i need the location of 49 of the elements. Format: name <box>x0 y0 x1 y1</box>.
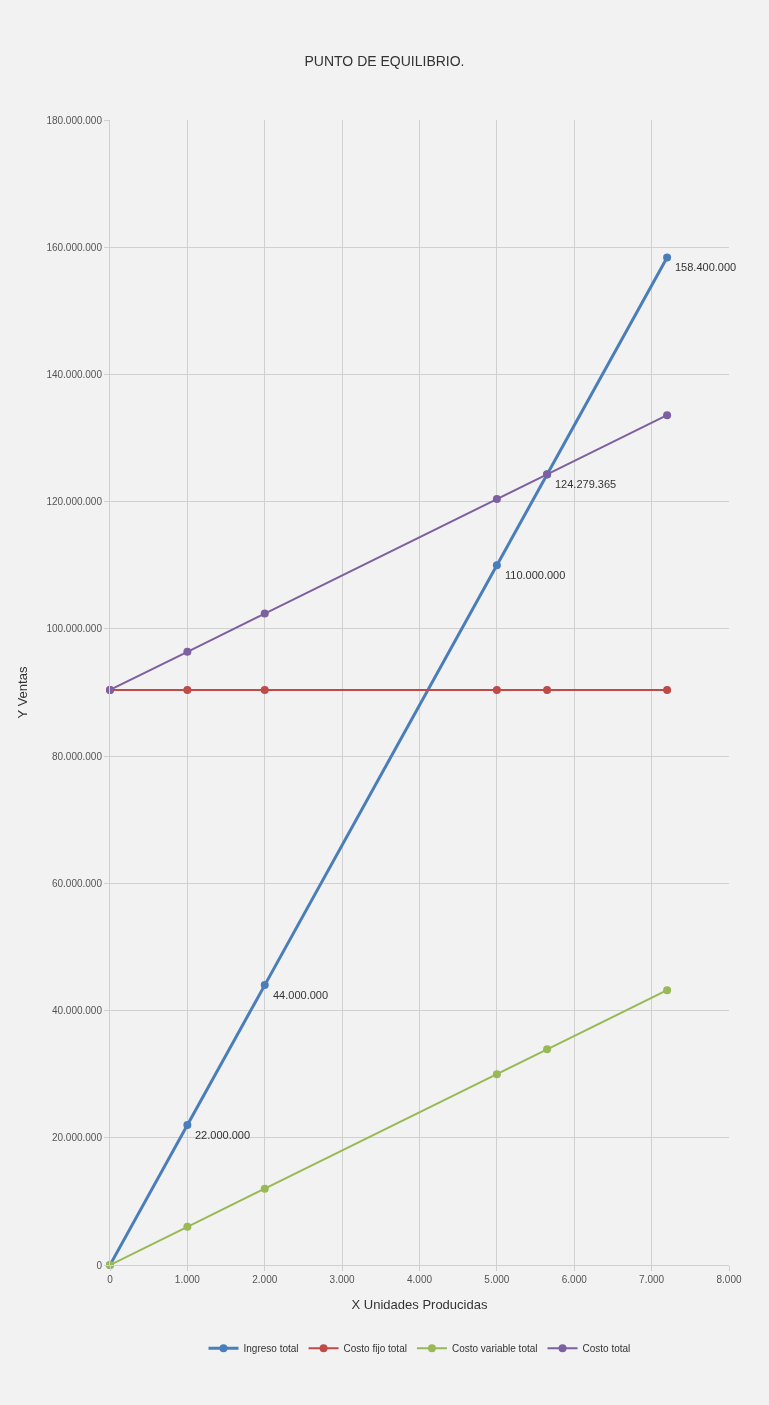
x-axis-title: X Unidades Producidas <box>351 1296 488 1312</box>
y-tick-label: 100.000.000 <box>46 623 103 635</box>
x-tick-label: 7.000 <box>639 1274 665 1285</box>
point <box>543 1045 552 1054</box>
y-tick-label: 180.000.000 <box>46 114 103 126</box>
point <box>183 1222 192 1231</box>
point <box>492 561 501 570</box>
data-label: 44.000.000 <box>273 989 329 1001</box>
point <box>663 411 672 420</box>
legend-label: Costo variable total <box>451 1343 538 1355</box>
x-tick-label: 3.000 <box>329 1274 356 1285</box>
y-tick-label: 60.000.000 <box>51 877 103 889</box>
point <box>543 685 552 694</box>
point <box>260 685 269 694</box>
point <box>492 495 501 504</box>
x-tick-label: 8.000 <box>716 1274 742 1285</box>
chart-title: PUNTO DE EQUILIBRIO. <box>304 53 465 69</box>
point <box>260 1184 269 1193</box>
y-tick-label: 140.000.000 <box>46 368 103 380</box>
point <box>663 253 672 262</box>
point <box>183 1121 192 1130</box>
data-label: 22.000.000 <box>195 1129 251 1141</box>
y-tick-label: 120.000.000 <box>46 496 103 508</box>
point <box>663 685 672 694</box>
x-tick-label: 1.000 <box>174 1274 201 1285</box>
y-tick-label: 0 <box>96 1259 103 1271</box>
data-label: 158.400.000 <box>675 261 737 273</box>
data-label: 124.279.365 <box>555 478 617 490</box>
data-label: 110.000.000 <box>505 569 566 581</box>
x-tick-label: 2.000 <box>252 1274 278 1285</box>
point <box>183 685 192 694</box>
y-tick-label: 160.000.000 <box>46 241 103 253</box>
point <box>260 609 269 618</box>
x-tick-label: 4.000 <box>406 1274 433 1285</box>
legend-label: Ingreso total <box>243 1343 299 1355</box>
x-tick-label: 0 <box>107 1274 114 1285</box>
point <box>663 986 672 995</box>
y-tick-label: 80.000.000 <box>51 750 103 762</box>
x-tick-label: 6.000 <box>561 1274 588 1285</box>
legend-label: Costo total <box>582 1343 631 1355</box>
y-axis-title: Y Ventas <box>15 666 31 719</box>
point <box>183 647 192 656</box>
legend-label: Costo fijo total <box>343 1343 407 1355</box>
x-tick-label: 5.000 <box>484 1274 510 1285</box>
y-tick-label: 40.000.000 <box>51 1005 103 1017</box>
point <box>492 685 501 694</box>
y-tick-label: 20.000.000 <box>51 1132 103 1144</box>
point <box>492 1070 501 1079</box>
point <box>260 981 269 990</box>
